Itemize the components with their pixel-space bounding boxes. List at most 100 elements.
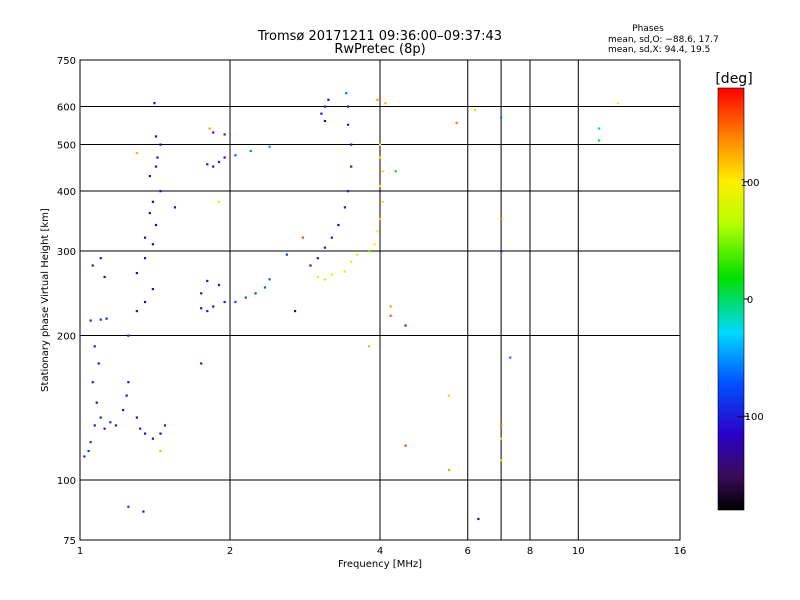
data-point bbox=[389, 314, 392, 317]
data-point bbox=[212, 131, 215, 134]
y-tick-label: 400 bbox=[57, 187, 76, 198]
data-point bbox=[206, 279, 209, 283]
data-point bbox=[99, 318, 102, 321]
data-point bbox=[509, 356, 512, 359]
data-point bbox=[327, 98, 330, 101]
data-point bbox=[212, 165, 215, 168]
data-point bbox=[99, 257, 102, 260]
data-point bbox=[234, 154, 237, 157]
data-point bbox=[346, 105, 350, 108]
y-tick-label: 750 bbox=[57, 56, 76, 67]
data-point bbox=[89, 441, 92, 444]
data-point bbox=[350, 143, 353, 146]
data-point bbox=[379, 217, 382, 221]
data-point bbox=[249, 149, 252, 153]
data-point bbox=[151, 200, 155, 203]
data-point bbox=[159, 432, 162, 435]
data-point bbox=[330, 273, 333, 276]
data-point bbox=[616, 102, 619, 105]
data-point bbox=[143, 432, 147, 435]
phase-stats-title: Phases bbox=[632, 24, 664, 34]
data-point bbox=[473, 109, 477, 112]
data-point bbox=[263, 286, 267, 289]
data-point bbox=[381, 200, 384, 203]
data-point bbox=[139, 427, 142, 430]
data-point bbox=[135, 309, 138, 313]
data-point bbox=[223, 156, 226, 159]
data-point bbox=[254, 292, 257, 295]
colorbar-tick-label: 0 bbox=[747, 295, 753, 306]
data-point bbox=[127, 505, 130, 508]
data-point bbox=[373, 243, 376, 246]
data-point bbox=[142, 510, 145, 513]
data-point bbox=[89, 319, 92, 322]
data-point bbox=[376, 98, 379, 101]
data-point bbox=[95, 401, 98, 404]
data-point bbox=[447, 468, 451, 472]
data-point bbox=[83, 455, 86, 458]
data-point bbox=[500, 116, 503, 119]
data-point bbox=[154, 223, 158, 227]
data-point bbox=[384, 102, 387, 105]
data-point bbox=[125, 394, 128, 397]
data-point bbox=[337, 223, 340, 227]
phase-stats-o: mean, sd,O: −88.6, 17.7 bbox=[608, 35, 719, 45]
data-point bbox=[223, 300, 226, 304]
y-tick-label: 200 bbox=[57, 332, 76, 343]
data-point bbox=[156, 156, 159, 159]
data-point bbox=[350, 260, 353, 263]
data-point bbox=[212, 305, 215, 308]
data-point bbox=[151, 437, 155, 440]
data-point bbox=[309, 264, 312, 267]
chart-subtitle: RwPretec (8p) bbox=[334, 42, 425, 57]
data-point bbox=[597, 127, 601, 130]
data-point bbox=[285, 253, 288, 256]
x-tick-label: 10 bbox=[572, 546, 585, 557]
data-point bbox=[93, 345, 96, 348]
data-point bbox=[206, 163, 209, 166]
data-point bbox=[404, 444, 407, 447]
data-point bbox=[244, 296, 247, 299]
colorbar-tick-label: −100 bbox=[736, 412, 763, 423]
data-point bbox=[143, 236, 147, 239]
data-point bbox=[343, 206, 347, 209]
data-point bbox=[200, 292, 203, 295]
data-point bbox=[381, 170, 384, 173]
data-point bbox=[323, 119, 327, 123]
data-point bbox=[455, 121, 458, 124]
data-point bbox=[367, 345, 371, 348]
data-point bbox=[135, 152, 138, 155]
data-point bbox=[217, 200, 221, 203]
data-point bbox=[163, 424, 167, 427]
data-point bbox=[597, 139, 601, 142]
data-point bbox=[91, 264, 94, 267]
y-tick-label: 500 bbox=[57, 141, 76, 152]
data-point bbox=[127, 334, 130, 337]
data-point bbox=[500, 217, 503, 221]
data-point bbox=[376, 230, 379, 233]
data-point bbox=[316, 275, 319, 279]
data-point bbox=[447, 394, 451, 397]
data-point bbox=[173, 206, 177, 209]
y-axis: 75 100 200 300 400 500 600 750 bbox=[57, 56, 76, 547]
data-point bbox=[345, 92, 348, 95]
y-tick-label: 75 bbox=[63, 536, 76, 547]
data-point bbox=[154, 165, 158, 168]
data-point bbox=[148, 212, 151, 215]
data-point bbox=[109, 421, 112, 424]
colorbar-ticks: 100 0 −100 bbox=[736, 178, 763, 423]
data-points bbox=[83, 92, 619, 521]
data-point bbox=[330, 236, 333, 239]
data-point bbox=[356, 253, 359, 256]
data-point bbox=[320, 112, 323, 115]
colorbar-unit-label: [deg] bbox=[715, 71, 752, 87]
data-point bbox=[217, 160, 221, 164]
data-point bbox=[143, 300, 147, 304]
phase-stats-x: mean, sd,X: 94.4, 19.5 bbox=[608, 45, 710, 55]
data-point bbox=[87, 449, 90, 453]
data-point bbox=[151, 243, 155, 246]
data-point bbox=[97, 362, 100, 365]
data-point bbox=[404, 324, 407, 327]
colorbar bbox=[717, 87, 745, 511]
data-point bbox=[301, 236, 305, 239]
